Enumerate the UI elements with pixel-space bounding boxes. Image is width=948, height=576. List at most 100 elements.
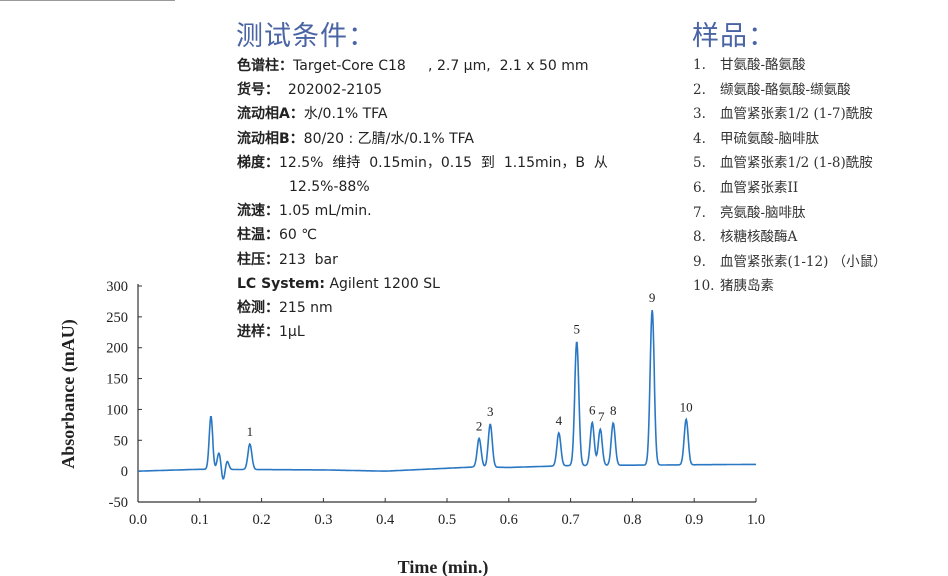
sample-name: 核糖核酸酶A (720, 229, 798, 246)
sample-name: 猪胰岛素 (720, 278, 774, 295)
condition-row: 流动相B：80/20 : 乙腈/水/0.1% TFA (237, 127, 608, 151)
condition-label: 流动相A： (237, 106, 304, 123)
sample-item: 5. 血管紧张素1/2 (1-8)酰胺 (693, 151, 887, 176)
x-tick-label: 0.9 (685, 512, 703, 528)
sample-item: 9. 血管紧张素(1-12) （小鼠） (693, 250, 887, 275)
peak-label: 10 (680, 399, 693, 414)
x-tick-label: 0.4 (376, 512, 395, 528)
condition-value: 60 ℃ (279, 227, 317, 244)
peak-label: 6 (589, 402, 596, 417)
condition-value: 12.5% 维持 0.15min，0.15 到 1.15min，B 从 (279, 154, 608, 171)
y-tick-label: 250 (106, 310, 128, 326)
condition-value: 水/0.1% TFA (303, 106, 388, 123)
samples-list: 1. 甘氨酸-酪氨酸 2. 缬氨酸-酪氨酸-缬氨酸 3. 血管紧张素1/2 (1-7)酰胺… (693, 53, 887, 299)
x-tick-label: 0.0 (129, 512, 147, 528)
condition-label: 梯度： (237, 154, 279, 171)
condition-row: LC System: Agilent 1200 SL (237, 272, 608, 296)
sample-item: 3. 血管紧张素1/2 (1-7)酰胺 (693, 102, 887, 127)
x-axis-label: Time (min.) (398, 557, 489, 576)
condition-value: Target-Core C18 , 2.7 μm, 2.1 x 50 mm (293, 58, 589, 74)
condition-value: 215 nm (279, 300, 333, 317)
condition-row: 检测：215 nm (237, 296, 608, 320)
peak-label: 3 (487, 404, 494, 419)
condition-value: 202002-2105 (279, 82, 383, 99)
sample-item: 6. 血管紧张素II (693, 176, 887, 201)
condition-value: Agilent 1200 SL (325, 275, 440, 292)
condition-row: 流速：1.05 mL/min. (237, 199, 608, 223)
condition-label: 货号： (237, 82, 279, 99)
y-tick-label: 100 (106, 402, 128, 418)
condition-value: 1.05 mL/min. (279, 203, 372, 220)
x-tick-label: 0.2 (253, 512, 271, 528)
y-tick-label: 200 (106, 341, 128, 357)
condition-value: 80/20 : 乙腈/水/0.1% TFA (303, 130, 474, 147)
sample-name: 血管紧张素(1-12) （小鼠） (720, 253, 887, 270)
condition-row: 梯度：12.5% 维持 0.15min，0.15 到 1.15min，B 从 (237, 151, 608, 175)
peak-label: 9 (649, 290, 656, 305)
condition-row: 柱压：213 bar (237, 248, 608, 272)
x-tick-label: 0.1 (191, 512, 209, 528)
condition-label: 色谱柱： (237, 58, 293, 74)
sample-name: 血管紧张素II (720, 179, 799, 196)
sample-name: 亮氨酸-脑啡肽 (720, 204, 806, 221)
condition-value: 1μL (279, 324, 305, 341)
peak-label: 1 (247, 424, 254, 439)
top-rule (0, 0, 175, 1)
condition-row: 12.5%-88% (237, 175, 608, 199)
condition-row: 色谱柱：Target-Core C18 , 2.7 μm, 2.1 x 50 m… (237, 54, 608, 78)
sample-number: 10. (693, 278, 715, 295)
conditions-list: 色谱柱：Target-Core C18 , 2.7 μm, 2.1 x 50 m… (237, 54, 608, 344)
condition-value: 213 bar (279, 251, 338, 268)
sample-number: 8. (693, 229, 706, 246)
sample-item: 1. 甘氨酸-酪氨酸 (693, 53, 887, 78)
condition-row: 柱温：60 ℃ (237, 223, 608, 247)
sample-name: 血管紧张素1/2 (1-7)酰胺 (720, 106, 873, 123)
sample-item: 7. 亮氨酸-脑啡肽 (693, 201, 887, 226)
sample-number: 7. (693, 204, 706, 221)
x-tick-label: 0.8 (623, 512, 641, 528)
sample-name: 甘氨酸-酪氨酸 (720, 57, 806, 73)
sample-number: 4. (693, 130, 706, 147)
x-tick-label: 0.5 (438, 512, 456, 528)
condition-label: 进样： (237, 324, 279, 341)
condition-value: 12.5%-88% (289, 179, 370, 196)
peak-label: 7 (598, 409, 605, 424)
sample-number: 5. (693, 155, 706, 172)
peak-label: 8 (610, 403, 617, 418)
sample-number: 1. (693, 57, 706, 73)
sample-number: 3. (693, 106, 706, 123)
x-tick-label: 0.7 (562, 512, 580, 528)
y-tick-label: 0 (121, 464, 128, 480)
y-axis-label: Absorbance (mAU) (58, 319, 79, 468)
peak-label: 4 (556, 413, 563, 428)
condition-label: 流动相B： (237, 130, 304, 147)
sample-number: 9. (693, 253, 706, 270)
sample-number: 2. (693, 81, 706, 98)
condition-label: 柱压： (237, 251, 279, 268)
sample-item: 2. 缬氨酸-酪氨酸-缬氨酸 (693, 78, 887, 103)
samples-title: 样品： (692, 21, 776, 52)
y-tick-label: -50 (109, 495, 128, 511)
y-tick-label: 300 (106, 279, 128, 295)
x-tick-label: 1.0 (747, 512, 765, 528)
condition-label: LC System: (237, 275, 325, 292)
peak-label: 5 (574, 322, 581, 337)
condition-label: 检测： (237, 300, 279, 317)
x-tick-label: 0.6 (500, 512, 518, 528)
sample-name: 甲硫氨酸-脑啡肽 (720, 130, 820, 147)
condition-row: 货号： 202002-2105 (237, 78, 608, 102)
sample-number: 6. (693, 179, 706, 196)
condition-label: 流速： (237, 203, 279, 220)
sample-item: 10. 猪胰岛素 (693, 274, 887, 299)
condition-row: 流动相A：水/0.1% TFA (237, 102, 608, 126)
sample-item: 4. 甲硫氨酸-脑啡肽 (693, 127, 887, 152)
chromatogram-trace (138, 310, 756, 480)
y-tick-label: 150 (106, 372, 128, 388)
sample-item: 8. 核糖核酸酶A (693, 225, 887, 250)
sample-name: 缬氨酸-酪氨酸-缬氨酸 (720, 81, 851, 98)
condition-row: 进样：1μL (237, 320, 608, 344)
sample-name: 血管紧张素1/2 (1-8)酰胺 (720, 155, 873, 172)
x-tick-label: 0.3 (314, 512, 332, 528)
conditions-title: 测试条件： (236, 21, 376, 52)
